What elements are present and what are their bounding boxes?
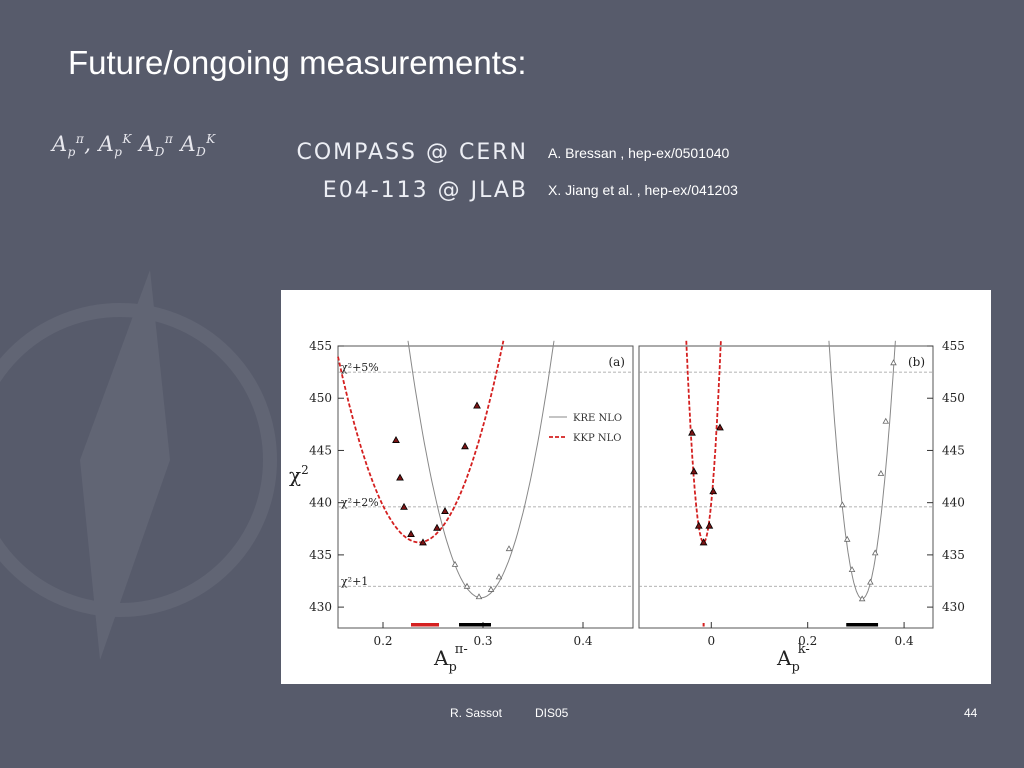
panel-a-y-tick-label: 455 (309, 339, 332, 353)
panel-a-legend-label: KKP NLO (573, 433, 621, 444)
panel-a-y-tick-label: 440 (309, 496, 332, 510)
chi2-figure: χ²+5% χ²+2% χ²+1 430 435 440 445 450 455 0.2 0.3 0.… (281, 290, 991, 684)
compass-watermark (0, 270, 277, 660)
experiment-compass: COMPASS @ CERN (296, 140, 528, 165)
panel-a-point-kre (475, 593, 483, 600)
panel-a-x-tick-label: 0.4 (573, 634, 592, 648)
panel-a-y-tick-label: 445 (309, 443, 332, 457)
experiment-jlab: E04-113 @ JLAB (322, 178, 528, 203)
panel-b-point-kre (839, 501, 846, 508)
panel-a-y-tick-label: 435 (309, 548, 332, 562)
panel-a-reference-label: χ²+2% (341, 496, 379, 509)
panel-b-point-kkp (688, 428, 696, 436)
panel-a-series-kre (407, 340, 555, 599)
panel-a-reference-label: χ²+5% (341, 361, 379, 374)
panel-b-point-kkp (699, 538, 708, 546)
panel-b-point-kre (890, 359, 897, 366)
panel-b-y-tick-label: 440 (942, 496, 965, 510)
panel-a-point-kkp (461, 442, 469, 450)
footer-author: R. Sassot (450, 706, 503, 720)
panel-b-label: (b) (908, 355, 925, 369)
x-axis-label-a: Apπ- (433, 642, 468, 675)
panel-b-frame (638, 345, 934, 629)
panel-b-point-kkp (690, 467, 698, 475)
panel-b-x-tick-label: 0.4 (895, 634, 914, 648)
panel-b-point-kre (848, 566, 856, 572)
panel-a-point-kkp (441, 506, 449, 514)
panel-a-legend-label: KRE NLO (573, 413, 622, 424)
panel-b-point-kkp (716, 423, 724, 431)
x-axis-label-b: Apk- (776, 642, 810, 675)
panel-b-band-red (702, 623, 705, 627)
panel-a-point-kre (463, 582, 471, 589)
panel-a-point-kkp (396, 473, 404, 481)
panel-a-x-tick-label: 0.2 (373, 634, 392, 648)
panel-a-point-kre (487, 585, 495, 592)
panel-b-point-kre (867, 578, 874, 585)
panel-b-point-kkp (709, 487, 718, 495)
panel-b-y-tick-label: 455 (942, 339, 965, 353)
panel-b-point-kre (843, 535, 851, 542)
panel-a-point-kkp (400, 502, 408, 510)
reference-compass: A. Bressan , hep-ex/0501040 (548, 145, 730, 161)
page-number: 44 (964, 706, 978, 720)
panel-b-point-kre (877, 469, 885, 476)
panel-b-y-tick-label: 435 (942, 548, 965, 562)
panel-a-series-kkp (337, 340, 505, 544)
panel-b-y-tick-label: 450 (942, 391, 965, 405)
panel-b-point-kkp (694, 521, 703, 529)
panel-b-y-tick-label: 430 (942, 600, 965, 614)
panel-b-y-tick-label: 445 (942, 443, 965, 457)
y-axis-label: χ2 (289, 463, 309, 487)
reference-jlab: X. Jiang et al. , hep-ex/041203 (548, 182, 738, 198)
panel-b-band-black (846, 623, 879, 627)
panel-a-point-kkp (392, 435, 400, 443)
panel-a-point-kkp (407, 529, 415, 537)
panel-b-point-kre (871, 549, 879, 556)
panel-a-band-red (411, 623, 439, 627)
panel-a-label: (a) (608, 355, 625, 369)
panel-a-y-tick-label: 450 (309, 391, 332, 405)
panel-b-point-kkp (705, 521, 714, 529)
panel-a-reference-label: χ²+1 (341, 575, 368, 588)
panel-b-series-kre (828, 340, 896, 600)
panel-a-y-tick-label: 430 (309, 600, 332, 614)
panel-a-point-kkp (433, 523, 441, 531)
panel-a-x-tick-label: 0.3 (473, 634, 492, 648)
panel-b-series-kkp (685, 340, 722, 544)
panel-a-point-kre (451, 560, 459, 567)
panel-a-frame (337, 345, 634, 629)
panel-b-x-tick-label: 0.2 (798, 634, 817, 648)
panel-b-point-kre (858, 595, 866, 602)
panel-a-point-kkp (473, 401, 481, 409)
panel-a-point-kre (505, 545, 513, 552)
panel-b-point-kre (882, 417, 890, 424)
panel-a-point-kkp (419, 538, 427, 546)
panel-a-band-black (459, 623, 491, 627)
chi2-chart: χ²+5% χ²+2% χ²+1 430 435 440 445 450 455 0.2 0.3 0.… (289, 339, 965, 675)
panel-a-point-kre (495, 573, 503, 580)
asymmetry-formula: Apπ, ApK ADπ ADK (52, 132, 216, 160)
panel-b-x-tick-label: 0 (707, 634, 715, 648)
slide-title: Future/ongoing measurements: (68, 44, 527, 81)
footer-event: DIS05 (535, 706, 569, 720)
